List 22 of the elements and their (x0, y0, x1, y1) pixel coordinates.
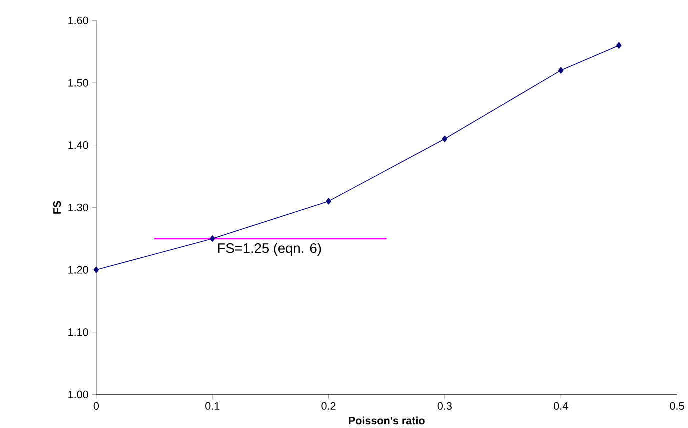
x-tick-label: 0.4 (554, 402, 568, 410)
point (442, 136, 448, 142)
point (558, 67, 564, 74)
x-tick-label: 0.3 (438, 402, 452, 410)
point (616, 42, 622, 49)
y-tick-label: 1.60 (68, 16, 88, 25)
y-tick-label: 1.10 (68, 328, 88, 336)
x-tick-label: 0 (94, 402, 100, 410)
y-tick-label: 1.30 (68, 204, 88, 212)
y-tick-label: 1.40 (68, 142, 88, 150)
y-tick-label: 1.50 (68, 79, 88, 87)
x-axis-title: Poisson's ratio (349, 416, 425, 425)
x-tick-label: 0.1 (206, 402, 220, 410)
point (326, 198, 332, 205)
y-axis-title: FS (53, 201, 62, 214)
x-tick-label: 0.2 (322, 402, 336, 410)
y-tick-label: 1.20 (68, 266, 88, 274)
annotation: FS=1.25 (eqn. 6) (218, 243, 322, 256)
x-tick-label: 0.5 (670, 402, 684, 410)
point (210, 236, 216, 242)
y-tick-label: 1.00 (68, 390, 88, 399)
point (94, 266, 100, 274)
